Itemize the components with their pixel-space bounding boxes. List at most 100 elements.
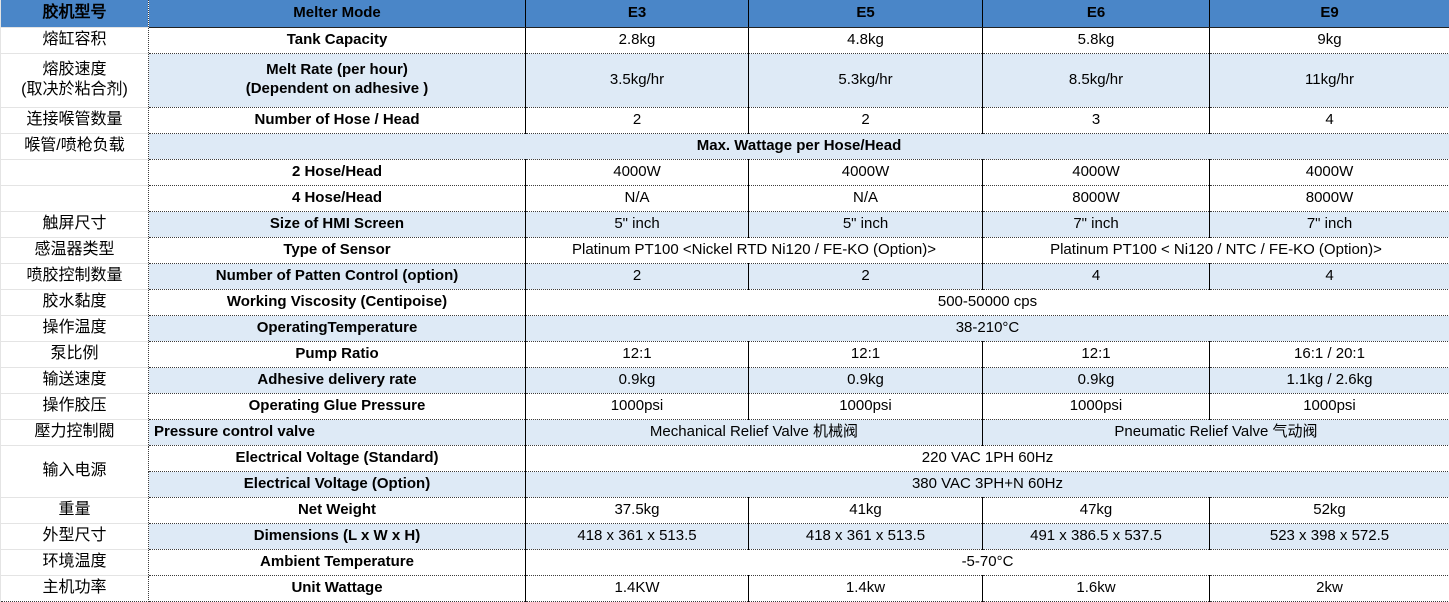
header-cell-cn: 胶机型号 [1,0,149,27]
row-label-en: Melt Rate (per hour) (Dependent on adhes… [149,53,526,107]
cell-value: 491 x 386.5 x 537.5 [983,523,1210,549]
row-label-en: Dimensions (L x W x H) [149,523,526,549]
cell-value: 4000W [526,159,749,185]
row-label-cn: 喉管/喷枪负载 [1,133,149,159]
cell-value: N/A [526,185,749,211]
cell-value: 1.4kw [749,575,983,601]
cell-value: 0.9kg [749,367,983,393]
cell-value: 12:1 [983,341,1210,367]
cell-value: 38-210°C [526,315,1449,341]
row-label-cn: 壓力控制閥 [1,419,149,445]
header-cell-model-e5: E5 [749,0,983,27]
cell-value: N/A [749,185,983,211]
row-label-en: Working Viscosity (Centipoise) [149,289,526,315]
cell-value: 12:1 [749,341,983,367]
row-banner-label: Max. Wattage per Hose/Head [149,133,1449,159]
cell-value: 1000psi [526,393,749,419]
cell-value: 1.1kg / 2.6kg [1210,367,1449,393]
cell-value: 7" inch [1210,211,1449,237]
table-row: 熔胶速度 (取决於粘合剂)Melt Rate (per hour) (Depen… [1,53,1449,107]
row-label-cn: 主机功率 [1,575,149,601]
row-label-cn: 胶水黏度 [1,289,149,315]
cell-value: 52kg [1210,497,1449,523]
cell-value: 4000W [1210,159,1449,185]
row-label-en: 2 Hose/Head [149,159,526,185]
cell-value: 9kg [1210,27,1449,53]
row-label-cn: 喷胶控制数量 [1,263,149,289]
cell-value: 8000W [1210,185,1449,211]
cell-value: -5-70°C [526,549,1449,575]
row-label-en: OperatingTemperature [149,315,526,341]
row-label-cn: 环境温度 [1,549,149,575]
row-label-cn: 感温器类型 [1,237,149,263]
cell-value: 380 VAC 3PH+N 60Hz [526,471,1449,497]
cell-value: 3 [983,107,1210,133]
cell-value: 4 [1210,263,1449,289]
header-cell-melter-mode: Melter Mode [149,0,526,27]
cell-value: 4 [1210,107,1449,133]
row-label-en: Tank Capacity [149,27,526,53]
cell-value: Mechanical Relief Valve 机械阀 [526,419,983,445]
cell-value: 418 x 361 x 513.5 [526,523,749,549]
cell-value: 1000psi [749,393,983,419]
row-label-en: 4 Hose/Head [149,185,526,211]
cell-value: 2 [526,263,749,289]
row-label-cn: 操作胶压 [1,393,149,419]
cell-value: 500-50000 cps [526,289,1449,315]
cell-value: 418 x 361 x 513.5 [749,523,983,549]
row-label-cn: 熔胶速度 (取决於粘合剂) [1,53,149,107]
cell-value: 1.4KW [526,575,749,601]
row-label-en: Operating Glue Pressure [149,393,526,419]
cell-value: Pneumatic Relief Valve 气动阀 [983,419,1449,445]
header-row: 胶机型号 Melter Mode E3 E5 E6 E9 [1,0,1449,27]
cell-value: 8000W [983,185,1210,211]
cell-value: 5.3kg/hr [749,53,983,107]
cell-value: 5" inch [749,211,983,237]
cell-value: 37.5kg [526,497,749,523]
row-label-en: Type of Sensor [149,237,526,263]
row-label-cn: 输入电源 [1,445,149,497]
row-label-en: Number of Hose / Head [149,107,526,133]
row-label-en: Adhesive delivery rate [149,367,526,393]
cell-value: 5.8kg [983,27,1210,53]
cell-value: 47kg [983,497,1210,523]
row-label-cn: 熔缸容积 [1,27,149,53]
row-label-en: Ambient Temperature [149,549,526,575]
header-cell-model-e6: E6 [983,0,1210,27]
cell-value: 2 [526,107,749,133]
header-cell-model-e9: E9 [1210,0,1449,27]
cell-value: 220 VAC 1PH 60Hz [526,445,1449,471]
cell-value: 1.6kw [983,575,1210,601]
row-label-cn: 重量 [1,497,149,523]
cell-value: 4 [983,263,1210,289]
cell-value: 523 x 398 x 572.5 [1210,523,1449,549]
cell-value: Platinum PT100 <Nickel RTD Ni120 / FE-KO… [526,237,983,263]
cell-value: 12:1 [526,341,749,367]
cell-value: 1000psi [1210,393,1449,419]
cell-value: 0.9kg [526,367,749,393]
row-label-en: Pump Ratio [149,341,526,367]
cell-value: 11kg/hr [1210,53,1449,107]
row-label-en: Number of Patten Control (option) [149,263,526,289]
cell-value: 4000W [983,159,1210,185]
cell-value: 2.8kg [526,27,749,53]
row-label-cn: 泵比例 [1,341,149,367]
cell-value: Platinum PT100 < Ni120 / NTC / FE-KO (Op… [983,237,1449,263]
cell-value: 8.5kg/hr [983,53,1210,107]
row-label-cn: 操作温度 [1,315,149,341]
row-label-en: Net Weight [149,497,526,523]
cell-value: 41kg [749,497,983,523]
